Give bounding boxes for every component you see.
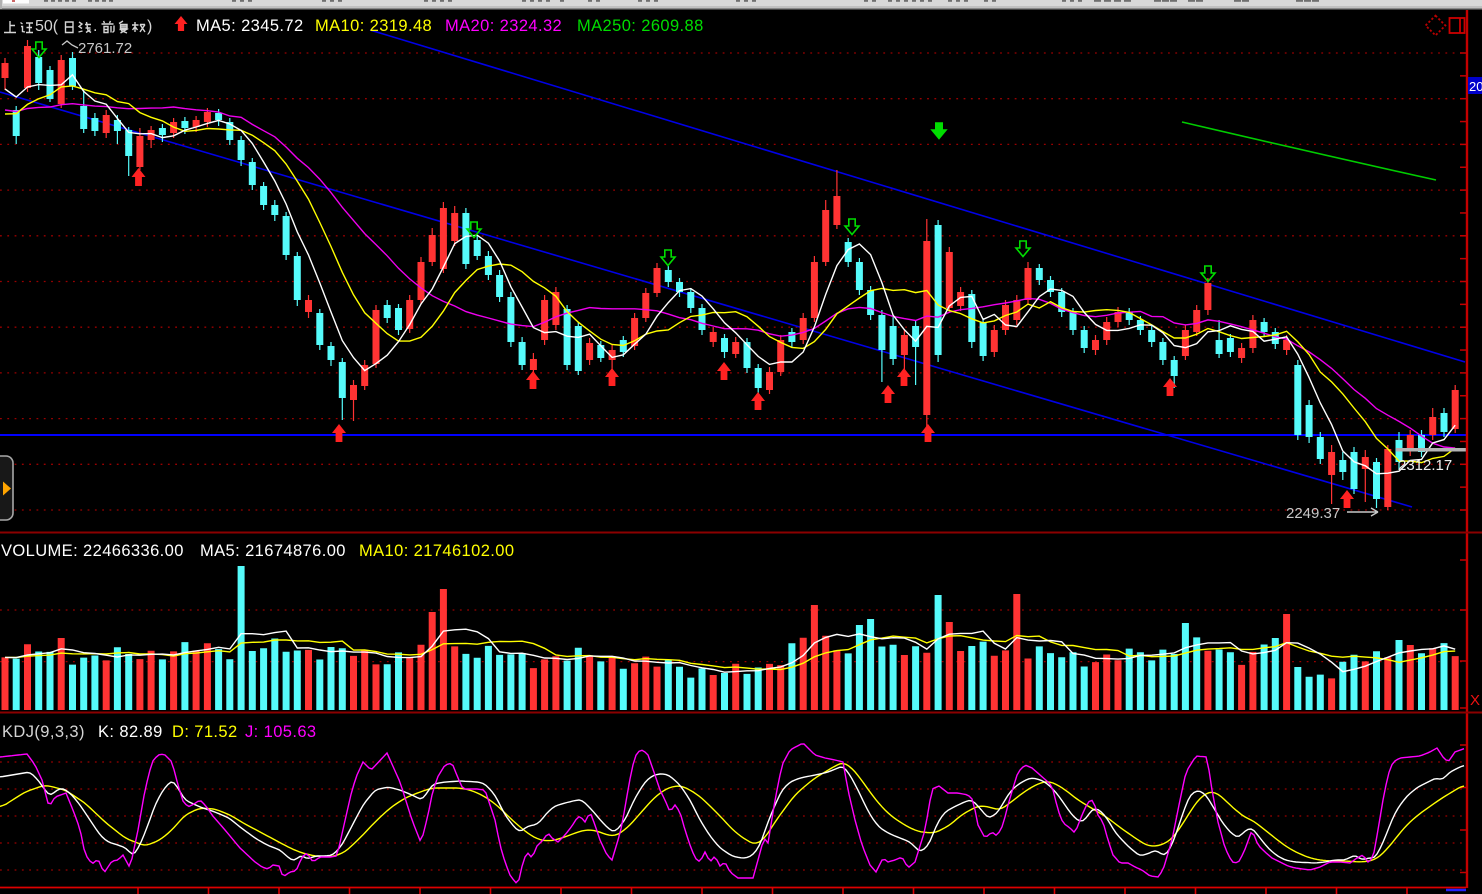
svg-text:K: 82.89: K: 82.89 <box>98 723 163 741</box>
svg-text:MA5: 21674876.00: MA5: 21674876.00 <box>200 542 346 560</box>
svg-text:2761.72: 2761.72 <box>78 40 132 57</box>
svg-text:): ) <box>147 18 152 35</box>
svg-text:X: X <box>1470 692 1480 709</box>
svg-text:MA20: 2324.32: MA20: 2324.32 <box>445 17 562 35</box>
svg-text:MA10: 2319.48: MA10: 2319.48 <box>315 17 432 35</box>
svg-text:20: 20 <box>1469 79 1482 94</box>
svg-text:50(: 50( <box>35 18 59 35</box>
svg-text:VOLUME: 22466336.00: VOLUME: 22466336.00 <box>1 542 184 560</box>
svg-text:2312.17: 2312.17 <box>1398 457 1452 474</box>
svg-text:MA10: 21746102.00: MA10: 21746102.00 <box>359 542 514 560</box>
svg-text:D: 71.52: D: 71.52 <box>172 723 238 741</box>
svg-text:MA5: 2345.72: MA5: 2345.72 <box>196 17 304 35</box>
svg-text:2249.37: 2249.37 <box>1286 505 1340 522</box>
svg-text:MA250: 2609.88: MA250: 2609.88 <box>577 17 704 35</box>
svg-text:.: . <box>93 18 97 35</box>
svg-text:J: 105.63: J: 105.63 <box>245 723 317 741</box>
svg-text:KDJ(9,3,3): KDJ(9,3,3) <box>2 723 85 741</box>
